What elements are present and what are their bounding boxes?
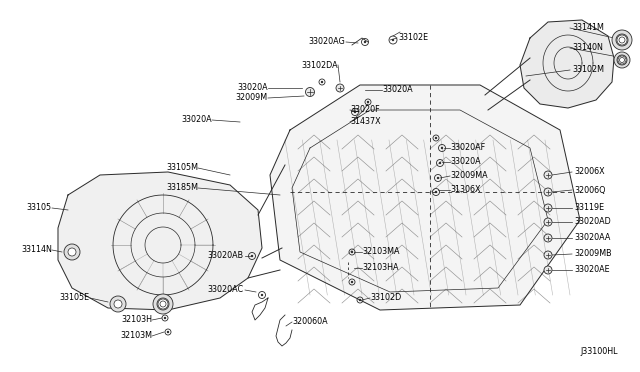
Text: 33020AA: 33020AA (574, 234, 611, 243)
Polygon shape (270, 85, 580, 310)
Text: 33020AF: 33020AF (450, 144, 485, 153)
Circle shape (164, 317, 166, 319)
Text: 32103M: 32103M (120, 331, 152, 340)
Text: 33102M: 33102M (572, 65, 604, 74)
Circle shape (392, 39, 394, 41)
Text: 33114N: 33114N (21, 246, 52, 254)
Text: 32006X: 32006X (574, 167, 605, 176)
Text: 33020AB: 33020AB (208, 251, 244, 260)
Text: 33020A: 33020A (237, 83, 268, 93)
Circle shape (251, 255, 253, 257)
Text: 33119E: 33119E (574, 203, 604, 212)
Circle shape (336, 84, 344, 92)
Text: 33020F: 33020F (350, 106, 380, 115)
Circle shape (544, 266, 552, 274)
Text: 33105M: 33105M (166, 164, 198, 173)
Circle shape (153, 294, 173, 314)
Circle shape (114, 300, 122, 308)
Circle shape (617, 55, 627, 65)
Text: 32006Q: 32006Q (574, 186, 605, 195)
Text: 32103MA: 32103MA (362, 247, 399, 257)
Text: 33020A: 33020A (382, 86, 413, 94)
Circle shape (364, 41, 366, 43)
Text: 32103HA: 32103HA (362, 263, 399, 273)
Circle shape (435, 137, 437, 139)
Circle shape (354, 111, 356, 113)
Circle shape (64, 244, 80, 260)
Text: 33020AD: 33020AD (574, 218, 611, 227)
Circle shape (612, 30, 632, 50)
Circle shape (110, 296, 126, 312)
Text: 33105: 33105 (27, 203, 52, 212)
Circle shape (157, 298, 169, 310)
Circle shape (619, 37, 625, 43)
Circle shape (439, 162, 441, 164)
Circle shape (436, 177, 439, 179)
Text: 33185M: 33185M (166, 183, 198, 192)
Circle shape (544, 251, 552, 259)
Text: J33100HL: J33100HL (580, 347, 618, 356)
Text: 33102E: 33102E (398, 33, 428, 42)
Text: 33102D: 33102D (370, 294, 401, 302)
Circle shape (616, 34, 628, 46)
Circle shape (544, 204, 552, 212)
Circle shape (614, 52, 630, 68)
Circle shape (618, 56, 626, 64)
Circle shape (158, 299, 168, 309)
Polygon shape (520, 20, 614, 108)
Text: 33102DA: 33102DA (301, 61, 338, 70)
Text: 33020AG: 33020AG (308, 38, 345, 46)
Text: 33020A: 33020A (181, 115, 212, 125)
Text: 320060A: 320060A (292, 317, 328, 327)
Circle shape (544, 171, 552, 179)
Circle shape (305, 87, 314, 96)
Text: 31306X: 31306X (450, 186, 481, 195)
Circle shape (441, 147, 443, 149)
Circle shape (544, 218, 552, 226)
Circle shape (351, 281, 353, 283)
Circle shape (617, 35, 627, 45)
Text: 32009MB: 32009MB (574, 250, 612, 259)
Circle shape (544, 234, 552, 242)
Circle shape (367, 101, 369, 103)
Circle shape (544, 188, 552, 196)
Text: 33105E: 33105E (60, 294, 90, 302)
Text: 33141M: 33141M (572, 23, 604, 32)
Text: 33020AC: 33020AC (208, 285, 244, 295)
Circle shape (351, 251, 353, 253)
Circle shape (435, 191, 437, 193)
Circle shape (160, 301, 166, 307)
Polygon shape (58, 172, 262, 310)
Text: 33140N: 33140N (572, 44, 603, 52)
Text: 33020AE: 33020AE (574, 266, 610, 275)
Text: 33020A: 33020A (450, 157, 481, 167)
Circle shape (261, 294, 263, 296)
Circle shape (321, 81, 323, 83)
Text: 32009MA: 32009MA (450, 171, 488, 180)
Circle shape (167, 331, 169, 333)
Text: 32103H: 32103H (121, 315, 152, 324)
Text: 32009M: 32009M (236, 93, 268, 103)
Circle shape (620, 58, 625, 62)
Circle shape (68, 248, 76, 256)
Text: 31437X: 31437X (350, 118, 381, 126)
Circle shape (359, 299, 361, 301)
